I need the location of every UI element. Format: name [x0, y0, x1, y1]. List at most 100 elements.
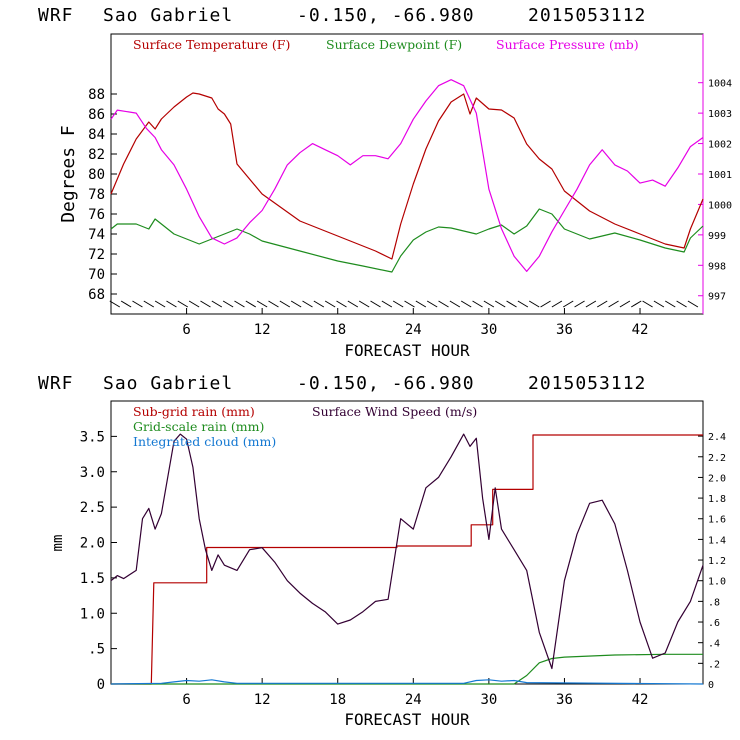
y-tick-label: 82: [88, 147, 105, 163]
wind-barb: [528, 300, 540, 308]
right-tick-label: 1004: [708, 79, 732, 90]
panel2-right-ticks: 0 .2 .4 .6 .8 1.0 1.2 1.4 1.6 1.8 2.0 2.2 2.4: [698, 432, 726, 691]
right-tick-label: .8: [708, 597, 720, 608]
right-tick-label: 2.4: [708, 432, 726, 443]
x-tick-label: 30: [480, 322, 497, 338]
y-tick-label: 3.0: [80, 465, 105, 481]
legend-surface-pressure: Surface Pressure (mb): [496, 37, 639, 52]
wind-barb: [358, 300, 370, 308]
x-tick-label: 36: [556, 692, 573, 708]
legend-surface-temperature: Surface Temperature (F): [133, 37, 290, 52]
panel2-header-station: Sao Gabriel: [103, 373, 233, 394]
y-tick-label: 68: [88, 287, 105, 303]
wind-barb: [256, 300, 268, 308]
wind-barb: [336, 300, 347, 308]
panel1-wind-barbs: [109, 300, 699, 308]
wind-barb: [449, 300, 461, 308]
x-tick-label: 42: [632, 692, 649, 708]
wind-barb: [290, 300, 302, 308]
x-tick-label: 12: [254, 692, 271, 708]
right-tick-label: 1002: [708, 140, 732, 151]
legend-integrated-cloud: Integrated cloud (mm): [133, 434, 276, 449]
panel1-x-ticks: 6 12 18 24 30 36 42: [182, 308, 648, 338]
right-tick-label: 999: [708, 231, 726, 242]
wind-barb: [619, 300, 631, 308]
y-tick-label: 70: [88, 267, 105, 283]
right-tick-label: .4: [708, 639, 720, 650]
wind-barb: [460, 300, 472, 308]
y-tick-label: .5: [88, 642, 105, 658]
panel1-header-run: 2015053112: [528, 5, 646, 26]
right-tick-label: .6: [708, 618, 720, 629]
wind-barb: [143, 300, 155, 308]
wind-barb: [664, 300, 676, 308]
legend-surface-dewpoint: Surface Dewpoint (F): [326, 37, 462, 52]
right-tick-label: 1003: [708, 109, 732, 120]
panel1-plot-frame: [110, 33, 704, 315]
wind-barb: [574, 300, 585, 308]
y-tick-label: 80: [88, 167, 105, 183]
wind-barb: [540, 300, 551, 308]
wind-barb: [347, 300, 359, 308]
wind-barb: [200, 300, 211, 308]
wind-barb: [381, 300, 393, 308]
y-tick-label: 74: [88, 227, 105, 243]
wind-barb: [245, 300, 257, 308]
wind-barb: [177, 300, 189, 308]
wind-barb: [120, 300, 132, 308]
panel2-x-axis-label: FORECAST HOUR: [344, 710, 470, 729]
panel1-y-axis-label: Degrees F: [58, 125, 79, 223]
wind-barb: [596, 300, 608, 308]
wind-barb: [551, 300, 563, 308]
wind-barb: [483, 300, 495, 308]
wind-barb: [426, 300, 438, 308]
right-tick-label: 1000: [708, 200, 732, 211]
panel-precipitation: WRF Sao Gabriel -0.150, -66.980 20150531…: [38, 373, 726, 729]
wind-barb: [415, 300, 427, 308]
panel2-y-axis-label: mm: [50, 535, 66, 552]
right-tick-label: .2: [708, 659, 720, 670]
panel-temperature: WRF Sao Gabriel -0.150, -66.980 20150531…: [38, 5, 732, 360]
panel2-series: [110, 433, 704, 685]
x-tick-label: 36: [556, 322, 573, 338]
wind-barb: [188, 300, 200, 308]
series-line-pressure: [110, 79, 704, 272]
wind-barb: [506, 300, 517, 308]
right-tick-label: 997: [708, 292, 726, 303]
right-tick-label: 1.6: [708, 515, 726, 526]
x-tick-label: 6: [182, 322, 190, 338]
wind-barb: [687, 300, 699, 308]
x-tick-label: 24: [405, 322, 422, 338]
right-tick-label: 2.0: [708, 473, 726, 484]
series-line-temperature: [110, 92, 704, 260]
y-tick-label: 0: [97, 677, 105, 693]
wind-barb: [222, 300, 234, 308]
wind-barb: [608, 300, 619, 308]
wind-barb: [324, 300, 336, 308]
wind-barb: [472, 300, 483, 308]
wind-barb: [211, 300, 223, 308]
right-tick-label: 1.2: [708, 556, 726, 567]
right-tick-label: 1.8: [708, 494, 726, 505]
wind-barb: [109, 300, 121, 308]
y-tick-label: 76: [88, 207, 105, 223]
y-tick-label: 88: [88, 87, 105, 103]
wind-barb: [676, 300, 687, 308]
x-tick-label: 12: [254, 322, 271, 338]
panel2-x-ticks: 6 12 18 24 30 36 42: [182, 678, 648, 708]
wind-barb: [313, 300, 325, 308]
right-tick-label: 1001: [708, 170, 732, 181]
panel1-x-axis-label: FORECAST HOUR: [344, 341, 470, 360]
panel2-header-coords: -0.150, -66.980: [297, 373, 475, 394]
wind-barb: [404, 300, 415, 308]
wind-barb: [517, 300, 529, 308]
x-tick-label: 18: [329, 692, 346, 708]
series-line-dewpoint: [110, 208, 704, 273]
right-tick-label: 2.2: [708, 453, 726, 464]
y-tick-label: 86: [88, 107, 105, 123]
wind-barb: [630, 300, 642, 308]
y-tick-label: 78: [88, 187, 105, 203]
wind-barb: [438, 300, 449, 308]
panel1-y-ticks: 68 70 72 74 76 78 80 82 84 86 88: [88, 87, 117, 303]
